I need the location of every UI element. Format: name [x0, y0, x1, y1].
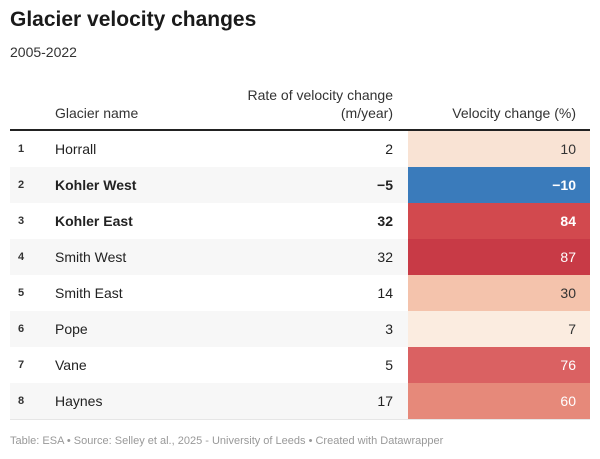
- name-cell: Pope: [55, 321, 88, 337]
- rate-cell: 5: [385, 357, 393, 373]
- rate-cell: 32: [377, 249, 393, 265]
- table-row: 1 Horrall 2 10: [10, 131, 590, 168]
- change-cell: 7: [408, 311, 590, 347]
- rank-cell: 3: [18, 215, 25, 227]
- name-cell: Smith West: [55, 249, 127, 265]
- rate-cell: 14: [377, 285, 393, 301]
- column-header: (m/year): [340, 105, 393, 121]
- change-cell: 87: [408, 239, 590, 275]
- name-cell: Smith East: [55, 285, 123, 301]
- name-cell: Kohler East: [55, 213, 133, 229]
- change-cell: 84: [408, 203, 590, 239]
- rate-cell: 3: [385, 321, 393, 337]
- change-cell: 76: [408, 347, 590, 383]
- subtitle: 2005-2022: [10, 44, 77, 60]
- rate-cell: −5: [377, 177, 393, 193]
- change-cell: 60: [408, 383, 590, 419]
- footer: Table: ESA • Source: Selley et al., 2025…: [10, 435, 444, 447]
- change-cell: 30: [408, 275, 590, 311]
- rate-cell: 32: [377, 213, 393, 229]
- rank-cell: 7: [18, 359, 25, 371]
- change-cell: −10: [408, 167, 590, 203]
- table-row: 6 Pope 3 7: [10, 311, 590, 348]
- rank-cell: 5: [18, 287, 25, 299]
- rank-cell: 1: [18, 143, 25, 155]
- rank-cell: 8: [18, 395, 25, 407]
- name-cell: Haynes: [55, 393, 103, 409]
- title: Glacier velocity changes: [10, 8, 257, 31]
- rate-cell: 2: [385, 141, 393, 157]
- name-cell: Horrall: [55, 141, 97, 157]
- table-row: 5 Smith East 14 30: [10, 275, 590, 312]
- table-row: 4 Smith West 32 87: [10, 239, 590, 276]
- header-rule: [10, 129, 590, 131]
- table-row: 2 Kohler West −5 −10: [10, 167, 590, 204]
- rate-cell: 17: [377, 393, 393, 409]
- table-row: 8 Haynes 17 60: [10, 383, 590, 420]
- column-header: Rate of velocity change: [247, 87, 393, 103]
- rank-cell: 2: [18, 179, 25, 191]
- name-cell: Kohler West: [55, 177, 137, 193]
- rank-cell: 4: [18, 251, 25, 263]
- table-row: 7 Vane 5 76: [10, 347, 590, 384]
- column-header: Glacier name: [55, 105, 139, 121]
- rank-cell: 6: [18, 323, 25, 335]
- table-row: 3 Kohler East 32 84: [10, 203, 590, 240]
- change-cell: 10: [408, 131, 590, 167]
- name-cell: Vane: [55, 357, 87, 373]
- column-header: Velocity change (%): [452, 105, 576, 121]
